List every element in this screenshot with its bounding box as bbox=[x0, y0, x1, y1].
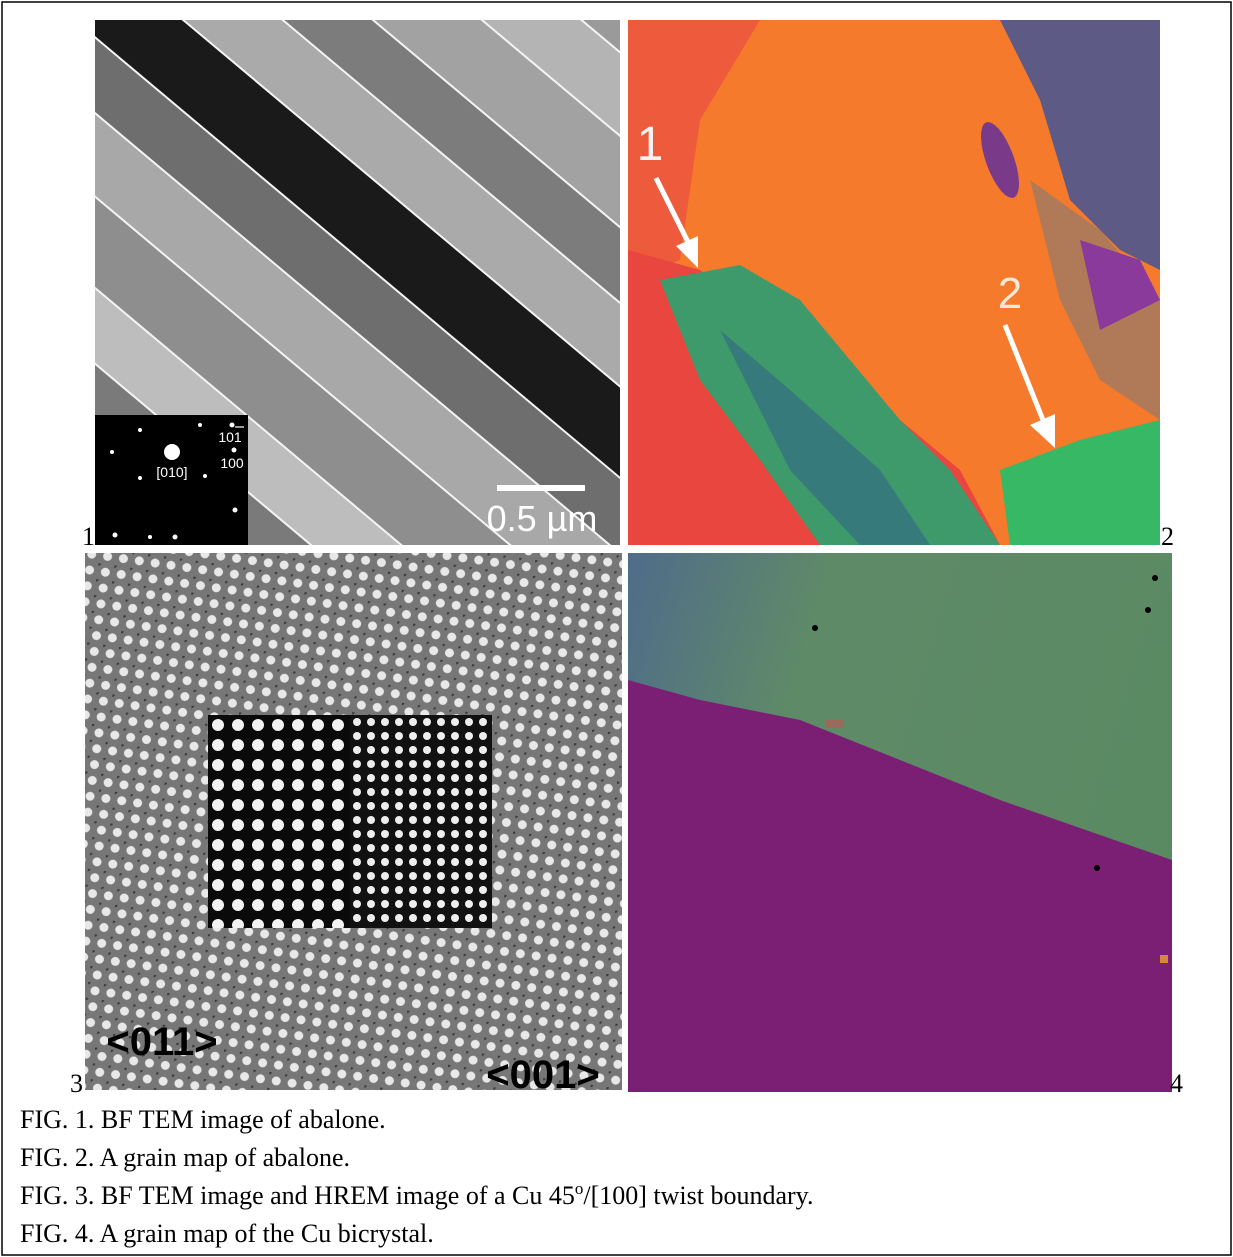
panel-3-image bbox=[85, 553, 622, 1090]
caption: FIG. 3. BF TEM image and HREM image of a… bbox=[20, 1179, 814, 1210]
inset-label: [010] bbox=[156, 464, 187, 480]
panel-2-image bbox=[628, 20, 1160, 545]
inset-label-bar-digit: 1 bbox=[234, 429, 242, 445]
inset-label: 100 bbox=[220, 455, 244, 471]
inset-label-part: 10 bbox=[218, 429, 234, 445]
direction-label: <011> bbox=[106, 1020, 217, 1064]
panel-number: 2 bbox=[1161, 522, 1174, 551]
panel-number: 3 bbox=[70, 1069, 83, 1098]
panel-4-image bbox=[628, 553, 1172, 1092]
arrow-label: 1 bbox=[637, 118, 664, 171]
caption: FIG. 1. BF TEM image of abalone. bbox=[20, 1105, 386, 1134]
page: {"panels": [ {"number": "1", "inset": {"… bbox=[0, 0, 1233, 1257]
captions: FIG. 1. BF TEM image of abalone. FIG. 2.… bbox=[20, 1105, 814, 1248]
caption-part: /[100] twist boundary. bbox=[583, 1181, 813, 1210]
caption-part: FIG. 3. BF TEM image and HREM image of a… bbox=[20, 1181, 575, 1210]
figure: 101 100 [010] 0.5 µm 1 1 2 2 <011> <001>… bbox=[0, 0, 1233, 1257]
arrow-label: 2 bbox=[998, 269, 1022, 318]
inset-label: 101 bbox=[218, 429, 242, 445]
panel-number: 1 bbox=[82, 522, 95, 551]
caption: FIG. 2. A grain map of abalone. bbox=[20, 1143, 350, 1172]
panel-number: 4 bbox=[1170, 1069, 1183, 1098]
scale-bar-label: 0.5 µm bbox=[487, 498, 598, 539]
caption-superscript: o bbox=[575, 1179, 584, 1198]
caption: FIG. 4. A grain map of the Cu bicrystal. bbox=[20, 1219, 434, 1248]
direction-label: <001> bbox=[486, 1053, 599, 1097]
